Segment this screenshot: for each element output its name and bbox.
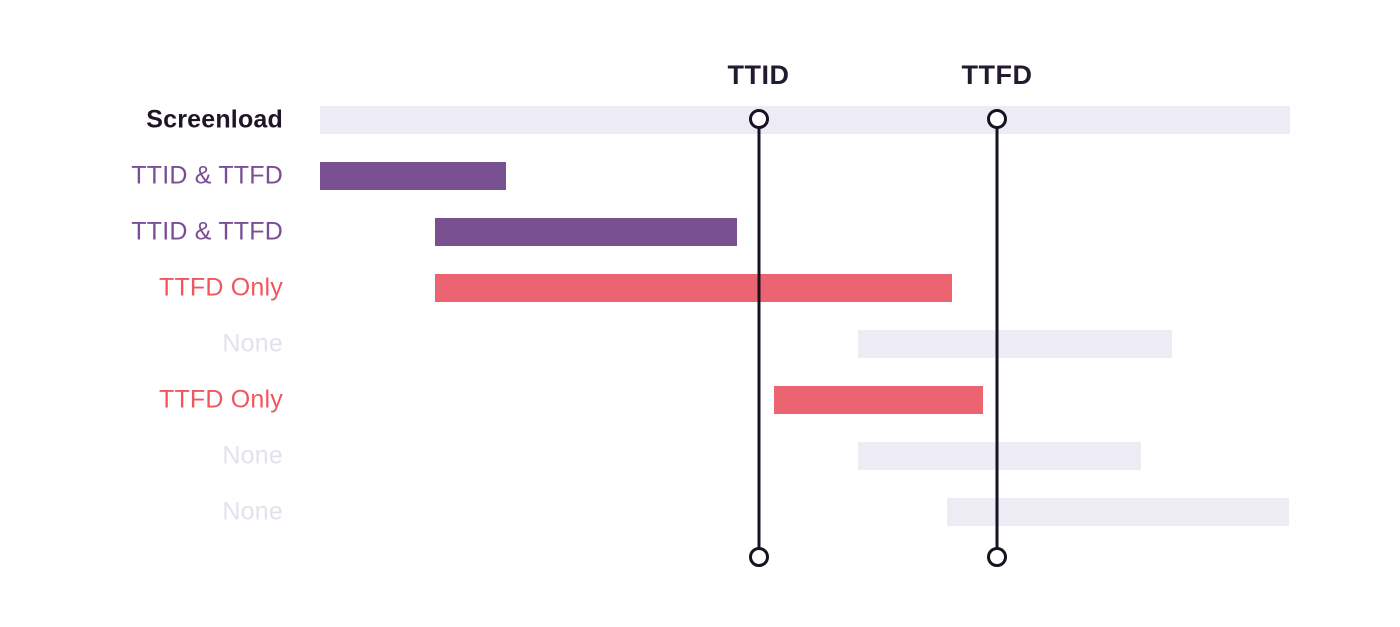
span-bar-ttid_ttfd-1: [320, 162, 506, 190]
span-bar-none-4: [858, 330, 1172, 358]
row-label-none-4: None: [222, 329, 283, 358]
span-bar-ttfd_only-5: [774, 386, 983, 414]
row-label-ttid_ttfd-2: TTID & TTFD: [131, 217, 283, 246]
ttfd-end-circle: [987, 547, 1007, 567]
row-label-ttfd_only-5: TTFD Only: [158, 385, 283, 414]
span-bar-screenload-0: [320, 106, 1290, 134]
ttid-end-circle: [748, 547, 769, 567]
row-label-ttid_ttfd-1: TTID & TTFD: [131, 161, 283, 190]
ttfd-start-circle: [987, 109, 1007, 129]
row-label-none-7: None: [222, 497, 283, 526]
row-label-screenload-0: Screenload: [146, 105, 283, 134]
row-label-none-6: None: [222, 441, 283, 470]
ttid-start-circle: [748, 109, 769, 129]
span-bar-ttfd_only-3: [435, 274, 952, 302]
ttfd-marker-line: [995, 119, 999, 557]
ttfd-marker-label: TTFD: [961, 60, 1033, 90]
row-label-ttfd_only-3: TTFD Only: [158, 273, 283, 302]
ttid-marker-label: TTID: [727, 60, 790, 90]
ttid-marker-line: [757, 119, 760, 557]
span-bar-none-6: [858, 442, 1141, 470]
span-bar-none-7: [947, 498, 1289, 526]
span-bar-ttid_ttfd-2: [435, 218, 737, 246]
